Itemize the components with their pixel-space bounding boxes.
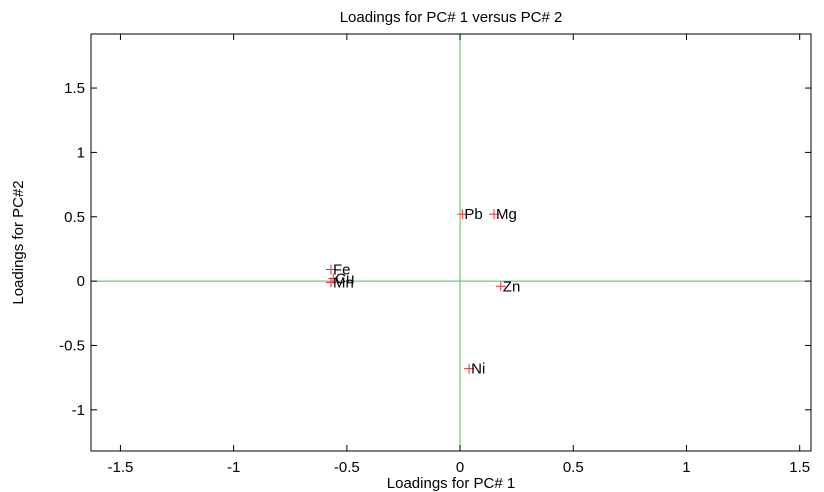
x-axis-title: Loadings for PC# 1: [387, 475, 515, 492]
chart-title: Loadings for PC# 1 versus PC# 2: [340, 9, 563, 26]
point-label: Pb: [464, 206, 482, 223]
data-point-fe: Fe: [326, 262, 351, 279]
point-label: Mn: [333, 274, 354, 291]
point-label: Cu: [335, 271, 354, 288]
data-point-mn: Mn: [326, 274, 354, 291]
y-tick-label: 1.5: [64, 80, 85, 97]
point-label: Ni: [471, 361, 485, 378]
x-tick-label: -1.5: [108, 459, 134, 476]
data-point-mg: Mg: [489, 206, 517, 223]
point-label: Fe: [333, 262, 351, 279]
y-tick-label: -1: [72, 402, 85, 419]
x-tick-label: -1: [227, 459, 240, 476]
data-point-zn: Zn: [495, 278, 521, 295]
y-tick-label: -0.5: [59, 337, 85, 354]
y-tick-label: 0.5: [64, 209, 85, 226]
data-point-cu: Cu: [328, 271, 354, 288]
point-label: Mg: [496, 206, 517, 223]
plot-frame: [90, 33, 812, 452]
x-tick-label: 0: [456, 459, 464, 476]
x-tick-label: 1: [682, 459, 690, 476]
x-tick-label: 0.5: [563, 459, 584, 476]
y-tick-label: 1: [77, 144, 85, 161]
y-tick-label: 0: [77, 273, 85, 290]
x-tick-label: -0.5: [334, 459, 360, 476]
data-point-ni: Ni: [464, 361, 485, 378]
data-point-pb: Pb: [457, 206, 483, 223]
point-label: Zn: [503, 278, 521, 295]
x-tick-label: 1.5: [789, 459, 810, 476]
y-axis-title: Loadings for PC#2: [10, 180, 27, 304]
